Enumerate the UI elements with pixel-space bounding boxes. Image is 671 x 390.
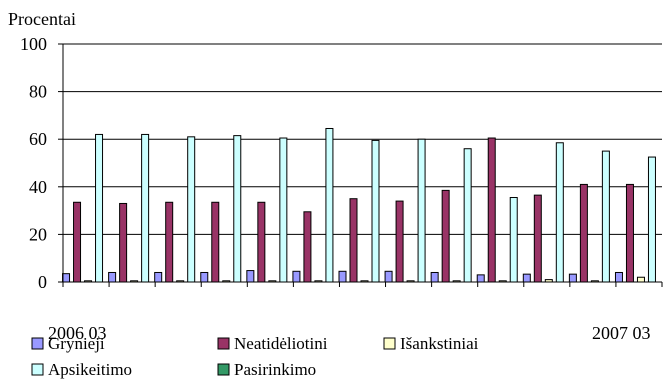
legend-label: Grynieji (48, 334, 105, 353)
legend-swatch (217, 337, 230, 350)
legend-swatch (383, 337, 396, 350)
bar (614, 271, 623, 283)
legend-label: Pasirinkimo (234, 360, 316, 379)
bar (441, 189, 450, 283)
bar (487, 137, 496, 283)
bar (601, 150, 610, 283)
legend: Grynieji Neatidėliotini Išankstiniai Apsike… (31, 334, 479, 379)
bar (509, 197, 518, 283)
bar (636, 276, 645, 283)
bar (430, 271, 439, 283)
bar (647, 156, 656, 283)
bar (371, 139, 380, 283)
bar (476, 274, 485, 283)
bar (95, 133, 104, 283)
bar (555, 142, 564, 283)
y-tick-label: 100 (20, 34, 47, 54)
legend-label: Išankstiniai (400, 334, 479, 353)
bar (108, 271, 117, 283)
bar (73, 201, 82, 283)
bar (165, 201, 174, 283)
legend-label: Neatidėliotini (234, 334, 328, 353)
legend-swatch (31, 363, 44, 376)
legend-swatch (31, 337, 44, 350)
bar (257, 201, 266, 283)
y-tick-label: 0 (38, 272, 47, 292)
bar (279, 137, 288, 283)
bar (119, 202, 128, 283)
bar (211, 201, 220, 283)
bar (395, 200, 404, 283)
legend-swatch (217, 363, 230, 376)
bar (303, 211, 312, 283)
bar (568, 273, 577, 283)
y-tick-label: 20 (29, 224, 47, 244)
bar (625, 183, 634, 283)
y-axis-title: Procentai (8, 9, 76, 29)
bar (292, 270, 301, 283)
bar (141, 133, 150, 283)
bar (187, 136, 196, 283)
bar (325, 127, 334, 283)
y-tick-label: 60 (29, 129, 47, 149)
bar (246, 270, 255, 283)
bar (233, 135, 242, 283)
grid (63, 43, 662, 235)
bar (463, 148, 472, 283)
bar (154, 271, 163, 283)
x-start-label: 2006 03 (48, 323, 107, 343)
y-tick-labels: 0 20 40 60 80 100 (20, 34, 47, 292)
bar (384, 270, 393, 283)
bar (522, 273, 531, 283)
bar (533, 194, 542, 283)
legend-label: Apsikeitimo (48, 360, 132, 379)
x-end-label: 2007 03 (592, 323, 651, 343)
bar (349, 198, 358, 283)
y-tick-label: 40 (29, 177, 47, 197)
bars (62, 127, 656, 283)
bar (200, 271, 209, 283)
bar (579, 183, 588, 283)
bar (62, 273, 71, 283)
bar (417, 138, 426, 283)
bar (338, 270, 347, 283)
y-tick-label: 80 (29, 82, 47, 102)
axes (58, 43, 663, 287)
